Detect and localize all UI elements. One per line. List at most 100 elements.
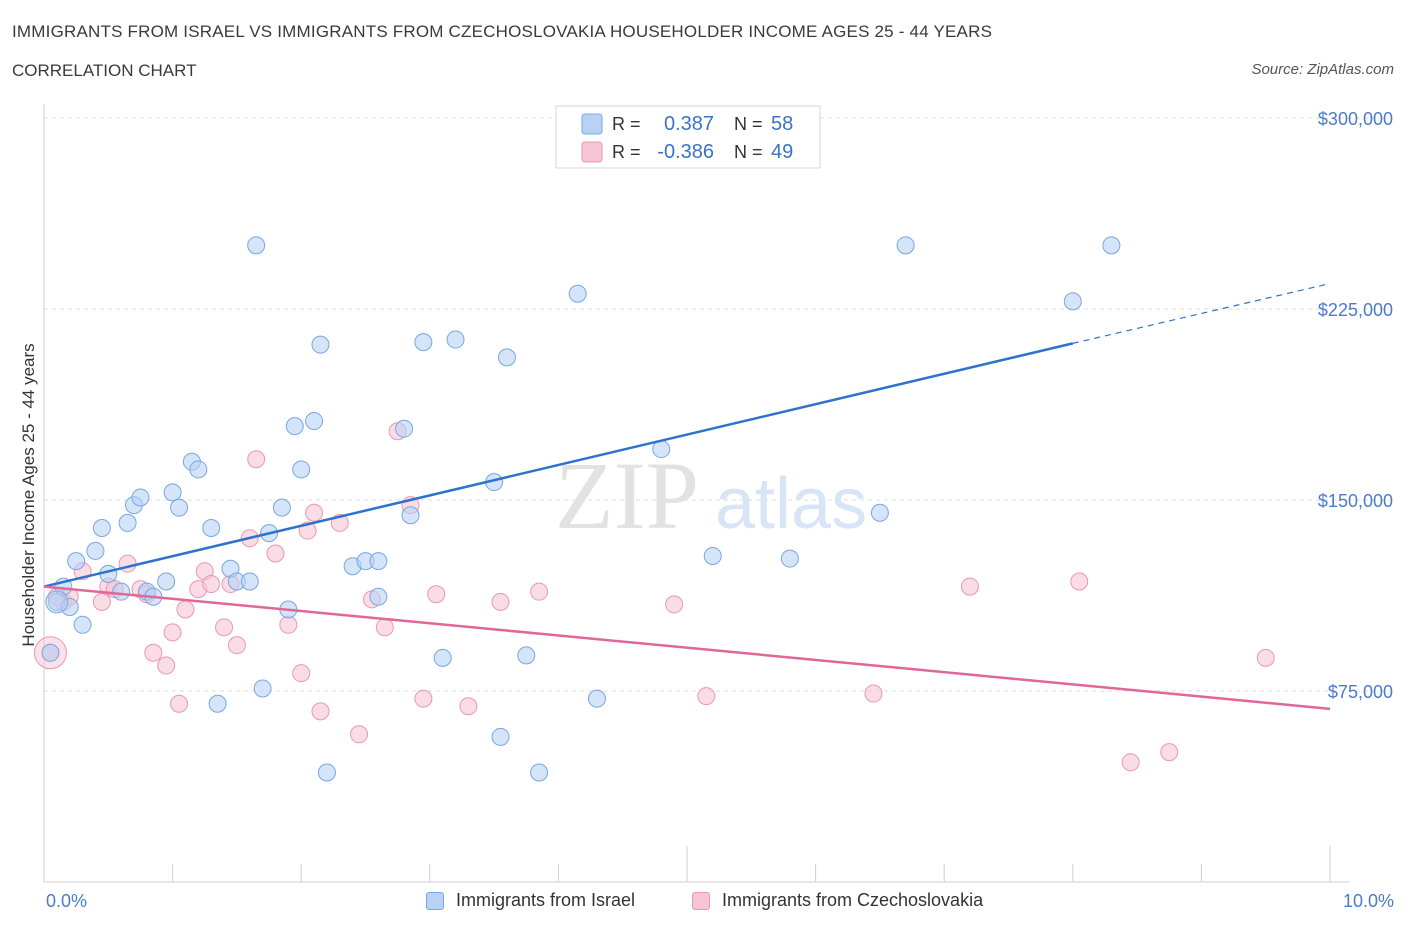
legend-n-label: N = [734, 142, 763, 162]
israel-point [1063, 292, 1082, 311]
czechoslovakia-point [170, 694, 189, 713]
israel-point [414, 333, 433, 352]
czechoslovakia-trend-line [43, 585, 1331, 711]
watermark-atlas: atlas [715, 464, 867, 544]
x-tick-min: 0.0% [46, 891, 88, 911]
czechoslovakia-point [157, 656, 176, 675]
israel-point [497, 348, 516, 367]
israel-point [703, 547, 722, 566]
israel-point [395, 419, 414, 438]
legend-r-value: -0.386 [657, 141, 714, 163]
y-tick-label: $150,000 [1318, 491, 1393, 511]
israel-point [163, 483, 182, 502]
legend-label-israel: Immigrants from Israel [456, 890, 636, 910]
y-axis-label: Householder Income Ages 25 - 44 years [19, 343, 38, 646]
legend-item-israel: Immigrants from Israel [426, 890, 635, 911]
israel-point [41, 643, 60, 662]
y-tick-label: $300,000 [1318, 109, 1393, 129]
czechoslovakia-point [1256, 648, 1275, 667]
israel-point [491, 727, 510, 746]
israel-point [86, 541, 105, 560]
israel-point [170, 498, 189, 517]
israel-point [208, 694, 227, 713]
source-credit: Source: ZipAtlas.com [1251, 61, 1394, 78]
israel-point [73, 615, 92, 634]
trend-lines [43, 282, 1331, 711]
czechoslovakia-point [491, 592, 510, 611]
israel-point [247, 236, 266, 255]
czechoslovakia-point [247, 450, 266, 469]
czechoslovakia-point [665, 595, 684, 614]
israel-point-large [45, 590, 69, 614]
czechoslovakia-point [960, 577, 979, 596]
israel-point [272, 498, 291, 517]
israel-point [896, 236, 915, 255]
czechoslovakia-point [227, 636, 246, 655]
czechoslovakia-point [864, 684, 883, 703]
israel-point [311, 335, 330, 354]
israel-point [1102, 236, 1121, 255]
israel-point [92, 519, 111, 538]
israel-point [118, 513, 137, 532]
czechoslovakia-point [279, 615, 298, 634]
israel-point [369, 587, 388, 606]
israel-point [433, 648, 452, 667]
legend-bottom: Immigrants from Israel Immigrants from C… [0, 890, 1406, 914]
y-tick-labels: $75,000 $150,000 $225,000 $300,000 [1318, 109, 1393, 702]
czechoslovakia-point [311, 702, 330, 721]
czechoslovakia-point [215, 618, 234, 637]
czechoslovakia-point [427, 585, 446, 604]
legend-r-value: 0.387 [664, 113, 714, 135]
israel-point [253, 679, 272, 698]
israel-point [780, 549, 799, 568]
israel-point [568, 284, 587, 303]
chart-subtitle: CORRELATION CHART [12, 61, 197, 80]
israel-point [517, 646, 536, 665]
czechoslovakia-point [1121, 753, 1140, 772]
israel-point [305, 412, 324, 431]
israel-point [870, 503, 889, 522]
czechoslovakia-point [176, 600, 195, 619]
israel-point [157, 572, 176, 591]
czechoslovakia-point [414, 689, 433, 708]
israel-point [446, 330, 465, 349]
israel-point [292, 460, 311, 479]
czechoslovakia-point [292, 664, 311, 683]
czechoslovakia-point [305, 503, 324, 522]
israel-trend-extension [1072, 282, 1331, 344]
legend-label-czechoslovakia: Immigrants from Czechoslovakia [722, 890, 984, 910]
chart-title: IMMIGRANTS FROM ISRAEL VS IMMIGRANTS FRO… [12, 22, 993, 41]
watermark: ZIP atlas [555, 442, 867, 549]
israel-point [112, 582, 131, 601]
israel-point [285, 417, 304, 436]
czechoslovakia-point [118, 554, 137, 573]
y-tick-label: $75,000 [1328, 682, 1393, 702]
czechoslovakia-point [1160, 743, 1179, 762]
israel-point [530, 763, 549, 782]
israel-point [189, 460, 208, 479]
israel-point [202, 519, 221, 538]
legend-r-label: R = [612, 114, 641, 134]
axes [43, 104, 1350, 883]
czechoslovakia-point [375, 618, 394, 637]
legend-swatch-czechoslovakia [692, 891, 710, 910]
legend-r-label: R = [612, 142, 641, 162]
czechoslovakia-point [1070, 572, 1089, 591]
legend-n-value: 58 [771, 113, 793, 135]
israel-point [369, 552, 388, 571]
legend-top: R = 0.387 N = 58 R = -0.386 N = 49 [555, 105, 821, 169]
legend-swatch-israel [581, 113, 603, 135]
czechoslovakia-point [144, 643, 163, 662]
series-israel-points [41, 236, 1121, 782]
legend-item-czechoslovakia: Immigrants from Czechoslovakia [692, 890, 983, 911]
czechoslovakia-point [266, 544, 285, 563]
x-tick-max: 10.0% [1342, 891, 1394, 911]
czechoslovakia-point [92, 592, 111, 611]
israel-point [587, 689, 606, 708]
legend-swatch-israel [426, 891, 444, 910]
czechoslovakia-point [202, 575, 221, 594]
watermark-zip: ZIP [555, 442, 699, 549]
israel-point [240, 572, 259, 591]
legend-n-value: 49 [771, 141, 793, 163]
